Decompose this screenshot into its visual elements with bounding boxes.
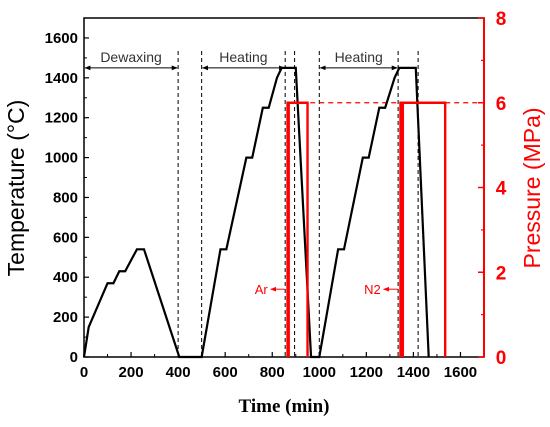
stage-label: Dewaxing <box>100 49 161 65</box>
x-axis-ticks: 0 200 400 600 800 1000 1200 1400 1600 <box>80 352 477 381</box>
y-left-tick-label: 1200 <box>45 110 78 127</box>
y-left-tick-label: 600 <box>53 229 78 246</box>
stage-label-bg <box>324 49 393 64</box>
x-tick-label: 1600 <box>444 364 477 381</box>
y-left-tick-label: 400 <box>53 269 78 286</box>
x-tick-label: 1200 <box>350 364 383 381</box>
left-axis-ticks: 0 200 400 600 800 1000 1200 1400 1600 <box>45 30 89 366</box>
y-left-tick-label: 200 <box>53 309 78 326</box>
y-right-tick-label: 2 <box>496 263 507 284</box>
gas-label: N2 <box>364 282 381 297</box>
x-tick-label: 1400 <box>397 364 430 381</box>
y-right-tick-label: 8 <box>496 9 507 30</box>
temperature-series-line <box>82 66 430 359</box>
y-left-tick-label: 0 <box>70 349 78 366</box>
x-tick-label: 800 <box>260 364 285 381</box>
right-axis-ticks: 0 2 4 6 8 <box>478 9 507 369</box>
y-left-tick-label: 800 <box>53 189 78 206</box>
pressure-series-line-1 <box>286 101 309 357</box>
stage-label: Heating <box>335 49 383 65</box>
data-series <box>82 66 447 359</box>
left-axis-label: Temperature (°C) <box>3 100 29 277</box>
y-right-tick-label: 6 <box>496 94 507 115</box>
right-axis-label: Pressure (MPa) <box>519 107 545 268</box>
y-left-tick-label: 1400 <box>45 70 78 87</box>
x-tick-label: 0 <box>80 364 88 381</box>
annotations: Dewaxing Heating Heating Ar N2 <box>84 49 398 297</box>
stage-label-bg <box>209 49 278 64</box>
pressure-series-line-2 <box>399 101 447 357</box>
y-left-tick-label: 1600 <box>45 30 78 47</box>
x-tick-label: 1000 <box>303 364 336 381</box>
y-right-tick-label: 0 <box>496 348 507 369</box>
gas-label: Ar <box>255 282 269 297</box>
y-left-tick-label: 1000 <box>45 150 78 167</box>
x-tick-label: 600 <box>213 364 238 381</box>
x-axis-label: Time (min) <box>239 396 330 417</box>
x-tick-label: 200 <box>119 364 144 381</box>
stage-label: Heating <box>219 49 267 65</box>
x-tick-label: 400 <box>166 364 191 381</box>
stage-label-bg <box>97 49 166 64</box>
y-right-tick-label: 4 <box>496 179 507 200</box>
